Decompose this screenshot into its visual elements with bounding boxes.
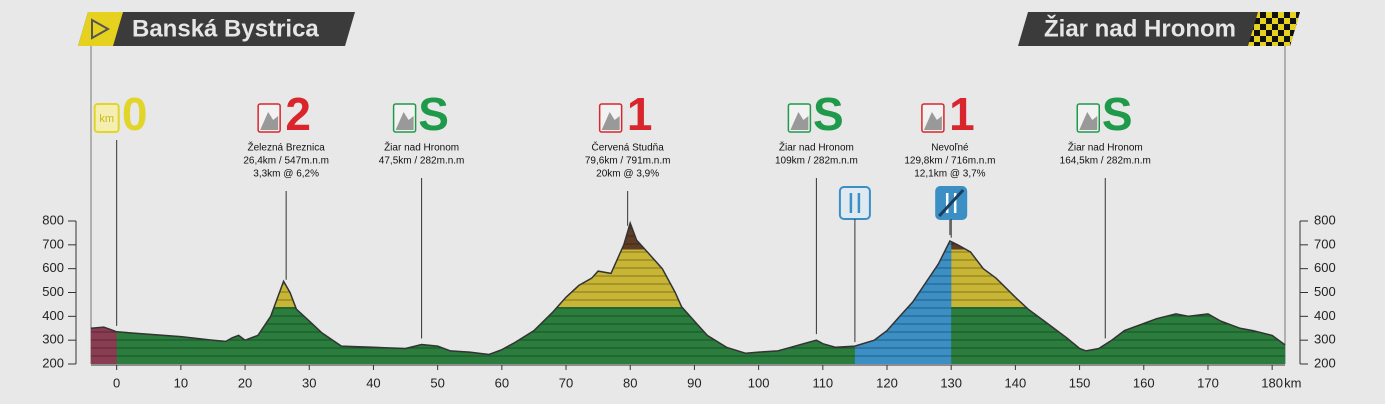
y-tick-label: 400 [42,308,64,323]
icon-glyph [395,112,414,130]
x-tick-label: 20 [238,375,252,390]
y-tick-label: 600 [42,260,64,275]
start-banner: Banská Bystrica [78,12,355,46]
marker-icon [257,103,281,133]
marker-icon [787,103,812,133]
x-tick-label: 160 [1133,375,1155,390]
zone-end-icon [935,186,968,220]
y-tick-label: 800 [42,212,64,227]
x-tick-label: 0 [113,375,120,390]
icon-cross [938,188,965,218]
climb-zone [514,223,708,364]
x-tick-label: 180 [1261,375,1283,390]
marker-info: Nevoľné [931,143,969,154]
x-tick-label: 70 [559,375,573,390]
y2-tick-label: 200 [1314,355,1336,370]
x-tick-label: 120 [876,375,898,390]
x-tick-label: 90 [687,375,701,390]
marker-info: 3,3km @ 6,2% [253,169,319,180]
y2-tick-label: 800 [1314,212,1336,227]
marker-info: 26,4km / 547m.n.m [243,156,329,167]
climb-zone [951,223,1080,364]
x-tick-label: 130 [940,375,962,390]
marker-label: 1 [627,88,653,140]
icon-glyph [601,112,620,130]
marker-label: S [1102,88,1133,140]
x-tick-label: 60 [495,375,509,390]
marker-icon [598,103,623,133]
icon-glyph [790,112,809,130]
x-tick-label: 40 [366,375,380,390]
marker-info: 129,8km / 716m.n.m [904,156,995,167]
x-tick-label: 100 [748,375,770,390]
y-tick-label: 700 [42,236,64,251]
marker-info: 47,5km / 282m.n.m [379,156,465,167]
x-tick-label: 150 [1069,375,1091,390]
marker-info: Žiar nad Hronom [384,141,459,154]
x-tick-label: 80 [623,375,637,390]
x-unit: km [1284,375,1301,390]
km-badge-text: km [99,113,114,125]
icon-glyph [1079,112,1098,130]
start-name: Banská Bystrica [132,15,319,42]
marker-info: 20km @ 3,9% [596,169,659,180]
marker-label: 1 [949,88,975,140]
icon-glyph [260,112,279,130]
x-tick-label: 170 [1197,375,1219,390]
marker-icon [1076,103,1101,133]
y-tick-label: 200 [42,355,64,370]
marker-info: Žiar nad Hronom [779,141,854,154]
finish-banner: Žiar nad Hronom [1018,12,1300,46]
finish-name: Žiar nad Hronom [1044,14,1236,42]
marker-icon [392,103,417,133]
marker-info: 109km / 282m.n.m [775,156,858,167]
y-tick-label: 500 [42,284,64,299]
y2-tick-label: 300 [1314,332,1336,347]
marker-label: S [418,88,449,140]
marker-info: Žiar nad Hronom [1068,141,1143,154]
marker-label: 0 [122,88,148,140]
km-badge [93,103,120,133]
zone [91,223,117,364]
marker-label: S [813,88,844,140]
y2-tick-label: 500 [1314,284,1336,299]
marker-label: 2 [285,88,311,140]
marker-info: Železná Breznica [248,141,326,154]
y2-tick-label: 400 [1314,308,1336,323]
x-tick-label: 10 [174,375,188,390]
x-tick-label: 50 [430,375,444,390]
x-tick-label: 30 [302,375,316,390]
y-tick-label: 300 [42,332,64,347]
icon-box [838,186,871,220]
profile-line [90,220,1286,356]
y2-tick-label: 600 [1314,260,1336,275]
y2-tick-label: 700 [1314,236,1336,251]
marker-info: 164,5km / 282m.n.m [1060,156,1151,167]
icon-glyph [923,112,942,130]
marker-info: 12,1km @ 3,7% [914,169,985,180]
marker-info: 79,6km / 791m.n.m [585,156,671,167]
x-tick-label: 110 [812,375,833,390]
climb-zone [245,223,316,364]
marker-icon [921,103,945,133]
x-tick-label: 140 [1005,375,1027,390]
marker-info: Červená Studňa [592,141,665,154]
feed-icon [838,186,871,220]
profile-fill [91,223,1285,364]
